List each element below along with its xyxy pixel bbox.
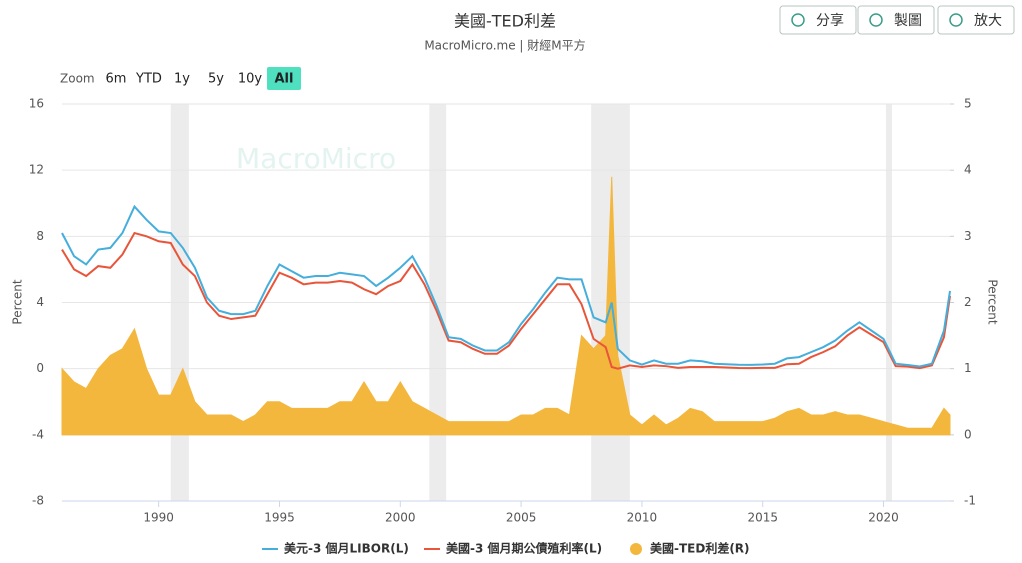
y-tick-label: 4 bbox=[36, 295, 44, 309]
header-button[interactable] bbox=[857, 5, 935, 35]
y2-tick-label: 2 bbox=[964, 295, 972, 309]
header-button-label: 製圖 bbox=[894, 13, 922, 29]
zoom-label: Zoom bbox=[60, 72, 95, 86]
y2-tick-label: 1 bbox=[964, 361, 972, 375]
x-tick-label: 2000 bbox=[385, 511, 416, 525]
series-line bbox=[61, 204, 951, 368]
y2-tick-label: -1 bbox=[964, 494, 976, 508]
x-tick-label: 2005 bbox=[506, 511, 537, 525]
y2-tick-label: 4 bbox=[964, 163, 972, 177]
button-icon bbox=[791, 13, 805, 27]
legend-symbol bbox=[630, 543, 642, 555]
header-button-label: 放大 bbox=[974, 13, 1002, 29]
y-tick-label: -4 bbox=[32, 427, 44, 441]
legend-label[interactable]: 美國-3 個月期公債殖利率(L) bbox=[446, 541, 602, 556]
legend-label[interactable]: 美元-3 個月LIBOR(L) bbox=[284, 541, 409, 556]
zoom-option[interactable]: 1y bbox=[174, 72, 190, 87]
legend-label[interactable]: 美國-TED利差(R) bbox=[650, 541, 750, 556]
button-icon bbox=[869, 13, 883, 27]
y2-tick-label: 3 bbox=[964, 229, 972, 243]
header-button[interactable] bbox=[779, 5, 857, 35]
x-tick-label: 1990 bbox=[143, 511, 174, 525]
zoom-option[interactable]: 6m bbox=[106, 72, 127, 87]
chart-subtitle: MacroMicro.me | 財經M平方 bbox=[424, 38, 585, 53]
y-tick-label: -8 bbox=[32, 494, 44, 508]
ted-area bbox=[61, 176, 951, 436]
y-axis-label: Percent bbox=[11, 279, 25, 324]
x-tick-label: 1995 bbox=[264, 511, 295, 525]
zoom-option[interactable]: 5y bbox=[208, 72, 224, 87]
chart-title: 美國-TED利差 bbox=[454, 12, 556, 31]
x-tick-label: 2015 bbox=[747, 511, 778, 525]
zoom-option[interactable]: All bbox=[275, 72, 294, 87]
button-icon bbox=[949, 13, 963, 27]
x-tick-label: 2020 bbox=[868, 511, 899, 525]
y2-axis-label: Percent bbox=[986, 279, 1000, 324]
y-tick-label: 12 bbox=[29, 163, 44, 177]
y2-tick-label: 5 bbox=[964, 97, 972, 111]
header-button[interactable] bbox=[937, 5, 1015, 35]
y2-tick-label: 0 bbox=[964, 427, 972, 441]
y-tick-label: 0 bbox=[36, 361, 44, 375]
y-tick-label: 8 bbox=[36, 229, 44, 243]
series-line bbox=[61, 231, 951, 370]
zoom-option[interactable]: 10y bbox=[238, 72, 263, 87]
zoom-selected bbox=[267, 67, 301, 90]
watermark: MacroMicro bbox=[236, 142, 396, 175]
y-tick-label: 16 bbox=[29, 97, 44, 111]
zoom-option[interactable]: YTD bbox=[135, 72, 162, 87]
header-button-label: 分享 bbox=[816, 12, 844, 29]
x-tick-label: 2010 bbox=[627, 511, 658, 525]
